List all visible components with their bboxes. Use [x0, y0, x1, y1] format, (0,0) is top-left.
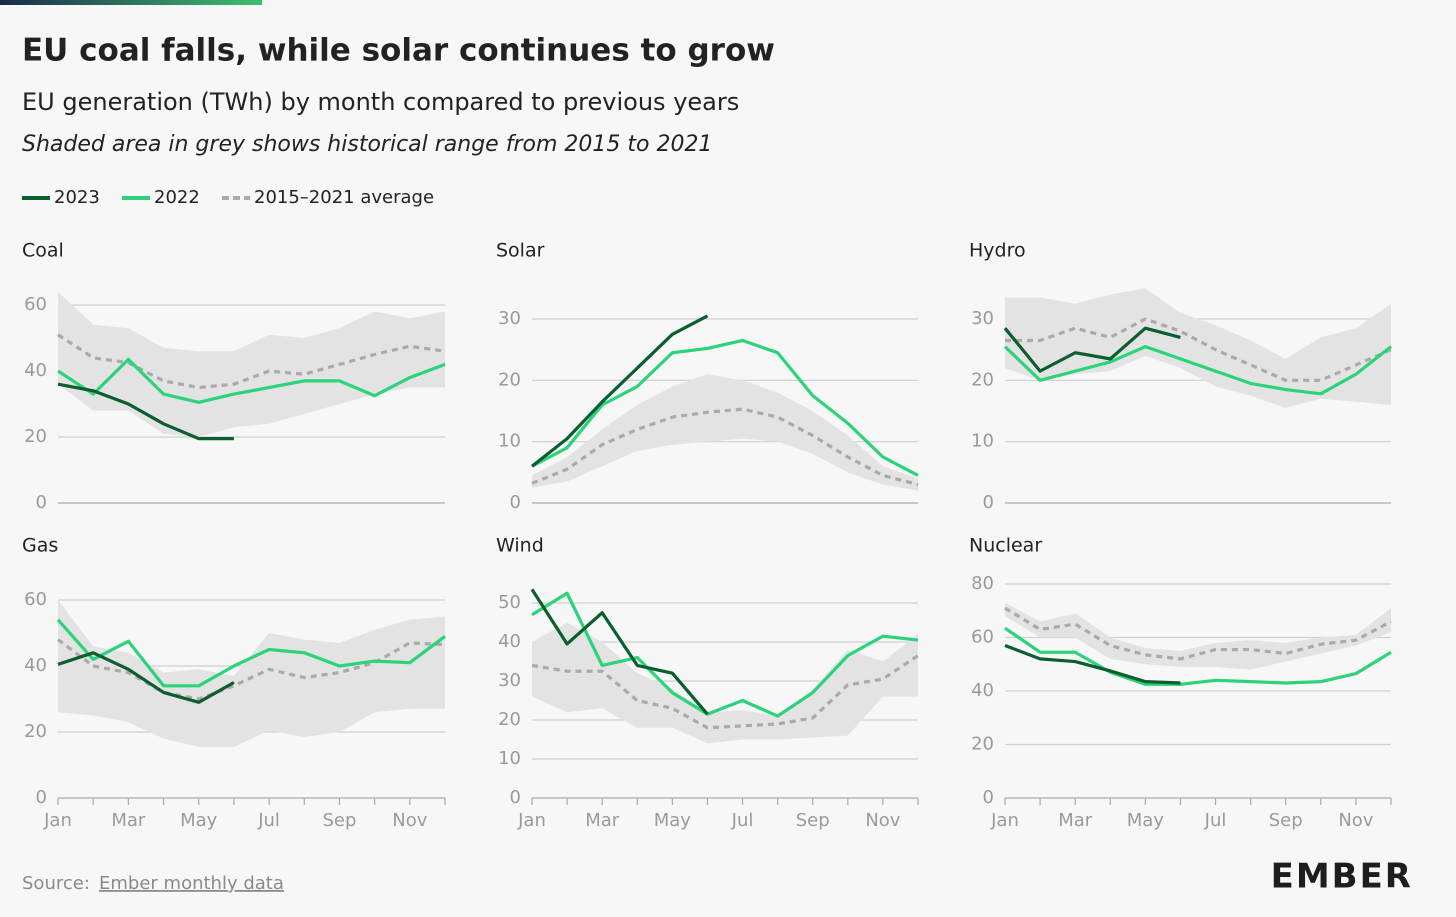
- historical-range: [1005, 288, 1391, 408]
- series-line: [1003, 326, 1181, 373]
- y-tick-label: 0: [36, 492, 47, 513]
- panel-title: Solar: [496, 240, 545, 262]
- x-tick-label: Sep: [1269, 810, 1303, 831]
- x-tick-label: Sep: [322, 810, 356, 831]
- x-tick-label: Jan: [990, 810, 1019, 831]
- historical-range: [1005, 602, 1391, 670]
- subtitle: EU generation (TWh) by month compared to…: [22, 88, 739, 116]
- y-tick-label: 40: [971, 680, 994, 701]
- x-tick-label: Mar: [1058, 810, 1093, 831]
- series-line: [531, 654, 919, 730]
- series-line: [57, 357, 446, 404]
- series-line: [1005, 317, 1392, 382]
- x-tick-label: Mar: [111, 810, 146, 831]
- y-tick-label: 20: [498, 709, 521, 730]
- x-tick-label: Jan: [43, 810, 72, 831]
- y-tick-label: 20: [24, 721, 47, 742]
- series-line: [56, 618, 446, 688]
- y-tick-label: 0: [510, 787, 521, 808]
- historical-range: [58, 291, 445, 437]
- title: EU coal falls, while solar continues to …: [22, 33, 775, 69]
- y-tick-label: 20: [24, 426, 47, 447]
- y-tick-label: 80: [971, 573, 994, 594]
- x-tick-label: Jul: [731, 810, 754, 831]
- x-tick-label: Jul: [1204, 810, 1227, 831]
- x-tick-label: Nov: [865, 810, 900, 831]
- y-tick-label: 20: [498, 369, 521, 390]
- y-tick-label: 0: [983, 492, 994, 513]
- y-tick-label: 30: [498, 670, 521, 691]
- series-line: [531, 591, 919, 718]
- logo: EMBER: [1271, 857, 1413, 897]
- x-tick-label: Nov: [1338, 810, 1373, 831]
- panel-title: Hydro: [969, 240, 1026, 262]
- x-tick-label: Sep: [796, 810, 830, 831]
- x-tick-label: May: [1127, 810, 1165, 831]
- y-tick-label: 40: [24, 655, 47, 676]
- series-line: [531, 338, 919, 477]
- x-tick-label: Jul: [257, 810, 280, 831]
- x-tick-label: Nov: [392, 810, 427, 831]
- note: Shaded area in grey shows historical ran…: [22, 132, 712, 157]
- top-bar: [0, 0, 262, 5]
- y-tick-label: 40: [24, 360, 47, 381]
- y-tick-label: 10: [498, 748, 521, 769]
- panel-title: Wind: [496, 535, 544, 557]
- y-tick-label: 30: [498, 308, 521, 329]
- legend-label: 2023: [54, 187, 100, 208]
- y-tick-label: 20: [971, 734, 994, 755]
- panel-title: Coal: [22, 240, 64, 262]
- series-line: [1004, 644, 1181, 685]
- historical-range: [58, 600, 445, 747]
- historical-range: [532, 622, 918, 744]
- series-line: [1004, 606, 1392, 661]
- x-tick-label: May: [180, 810, 218, 831]
- series-line: [530, 588, 709, 716]
- series-line: [531, 407, 919, 487]
- y-tick-label: 60: [24, 589, 47, 610]
- y-tick-label: 60: [971, 627, 994, 648]
- y-tick-label: 40: [498, 631, 521, 652]
- y-tick-label: 0: [36, 787, 47, 808]
- y-tick-label: 20: [971, 369, 994, 390]
- series-line: [57, 382, 234, 441]
- panel-title: Nuclear: [969, 535, 1042, 557]
- series-line: [57, 638, 446, 701]
- legend-label: 2022: [154, 187, 200, 208]
- series-line: [57, 651, 235, 704]
- x-tick-label: Mar: [585, 810, 620, 831]
- series-line: [1004, 626, 1392, 686]
- y-tick-label: 30: [971, 308, 994, 329]
- y-tick-label: 10: [498, 431, 521, 452]
- source-link[interactable]: Ember monthly data: [99, 873, 284, 894]
- x-tick-label: May: [654, 810, 692, 831]
- series-line: [531, 314, 709, 468]
- y-tick-label: 60: [24, 294, 47, 315]
- series-line: [57, 333, 446, 390]
- y-tick-label: 0: [983, 787, 994, 808]
- x-tick-label: Jan: [517, 810, 546, 831]
- y-tick-label: 10: [971, 431, 994, 452]
- legend-label: 2015–2021 average: [254, 187, 434, 208]
- y-tick-label: 50: [498, 592, 521, 613]
- panel-title: Gas: [22, 535, 58, 557]
- historical-range: [532, 374, 918, 491]
- y-tick-label: 0: [510, 492, 521, 513]
- series-line: [1003, 345, 1392, 396]
- source-label: Source:: [22, 873, 90, 894]
